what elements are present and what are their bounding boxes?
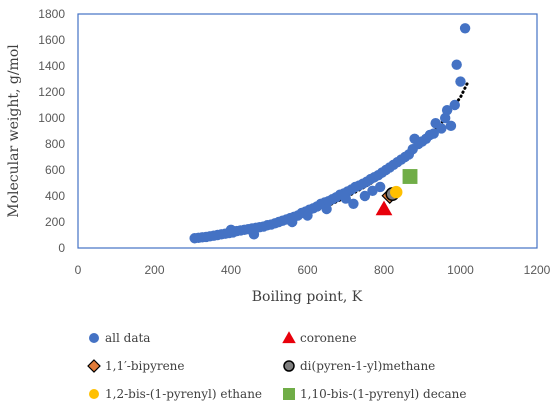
legend-label: 1,1′-bipyrene bbox=[105, 359, 185, 373]
data-point-all-data bbox=[451, 59, 462, 70]
legend: all data coronene 1,1′-bipyrene di(pyren-1-… bbox=[87, 331, 467, 401]
data-point-all-data bbox=[459, 23, 471, 34]
data-point-all-data bbox=[321, 203, 332, 215]
y-tick-label: 1000 bbox=[38, 111, 65, 125]
y-axis-title: Molecular weight, g/mol bbox=[6, 44, 22, 218]
data-point-all-data bbox=[455, 76, 466, 87]
x-axis-ticks: 0 200 400 600 800 1000 1200 bbox=[75, 263, 550, 277]
x-tick-label: 1200 bbox=[524, 263, 550, 277]
x-tick-label: 600 bbox=[297, 263, 317, 277]
plot-area-frame bbox=[77, 13, 538, 249]
y-tick-label: 1800 bbox=[38, 7, 65, 21]
legend-marker bbox=[87, 359, 101, 373]
legend-label: all data bbox=[105, 331, 150, 345]
y-tick-label: 1200 bbox=[38, 85, 65, 99]
data-point-all-data bbox=[445, 120, 457, 131]
y-tick-label: 400 bbox=[45, 189, 65, 203]
y-tick-label: 800 bbox=[45, 137, 65, 151]
data-point-all-data bbox=[441, 105, 453, 116]
legend-marker bbox=[89, 333, 99, 343]
y-tick-label: 600 bbox=[45, 163, 65, 177]
x-tick-label: 800 bbox=[374, 263, 394, 277]
legend-marker bbox=[283, 388, 295, 400]
data-point-all-data bbox=[440, 112, 451, 124]
y-tick-label: 1600 bbox=[38, 33, 65, 47]
data-point-all-data bbox=[436, 123, 447, 134]
data-point-all-data bbox=[428, 128, 439, 139]
data-point-all-data bbox=[449, 99, 460, 111]
data-point-1-2-bis-1-pyrenyl-ethane bbox=[390, 185, 403, 199]
y-tick-label: 1400 bbox=[38, 59, 65, 73]
data-point-coronene bbox=[375, 200, 393, 216]
data-point-all-data bbox=[367, 185, 378, 196]
legend-label: di(pyren-1-yl)methane bbox=[300, 359, 435, 373]
data-point-all-data bbox=[348, 198, 359, 209]
y-tick-label: 200 bbox=[45, 215, 65, 229]
x-tick-label: 0 bbox=[75, 263, 82, 277]
trendline bbox=[195, 80, 470, 241]
data-point-all-data bbox=[359, 190, 371, 202]
legend-marker bbox=[283, 360, 295, 372]
x-tick-label: 1000 bbox=[447, 263, 474, 277]
y-axis-ticks: 0 200 400 600 800 1000 1200 1400 1600 1800 bbox=[38, 7, 65, 255]
data-point-1-10-bis-1-pyrenyl-decane bbox=[402, 169, 418, 184]
data-points bbox=[189, 23, 471, 244]
x-axis-title: Boiling point, K bbox=[252, 289, 363, 305]
legend-label: coronene bbox=[300, 331, 357, 345]
legend-marker bbox=[282, 331, 296, 344]
y-tick-label: 0 bbox=[58, 241, 65, 255]
legend-label: 1,10-bis-(1-pyrenyl) decane bbox=[300, 387, 467, 401]
legend-label: 1,2-bis-(1-pyrenyl) ethane bbox=[105, 387, 262, 401]
legend-marker bbox=[89, 389, 99, 399]
data-point-all-data bbox=[374, 181, 386, 193]
x-tick-label: 400 bbox=[221, 263, 241, 277]
x-tick-label: 200 bbox=[144, 263, 164, 277]
